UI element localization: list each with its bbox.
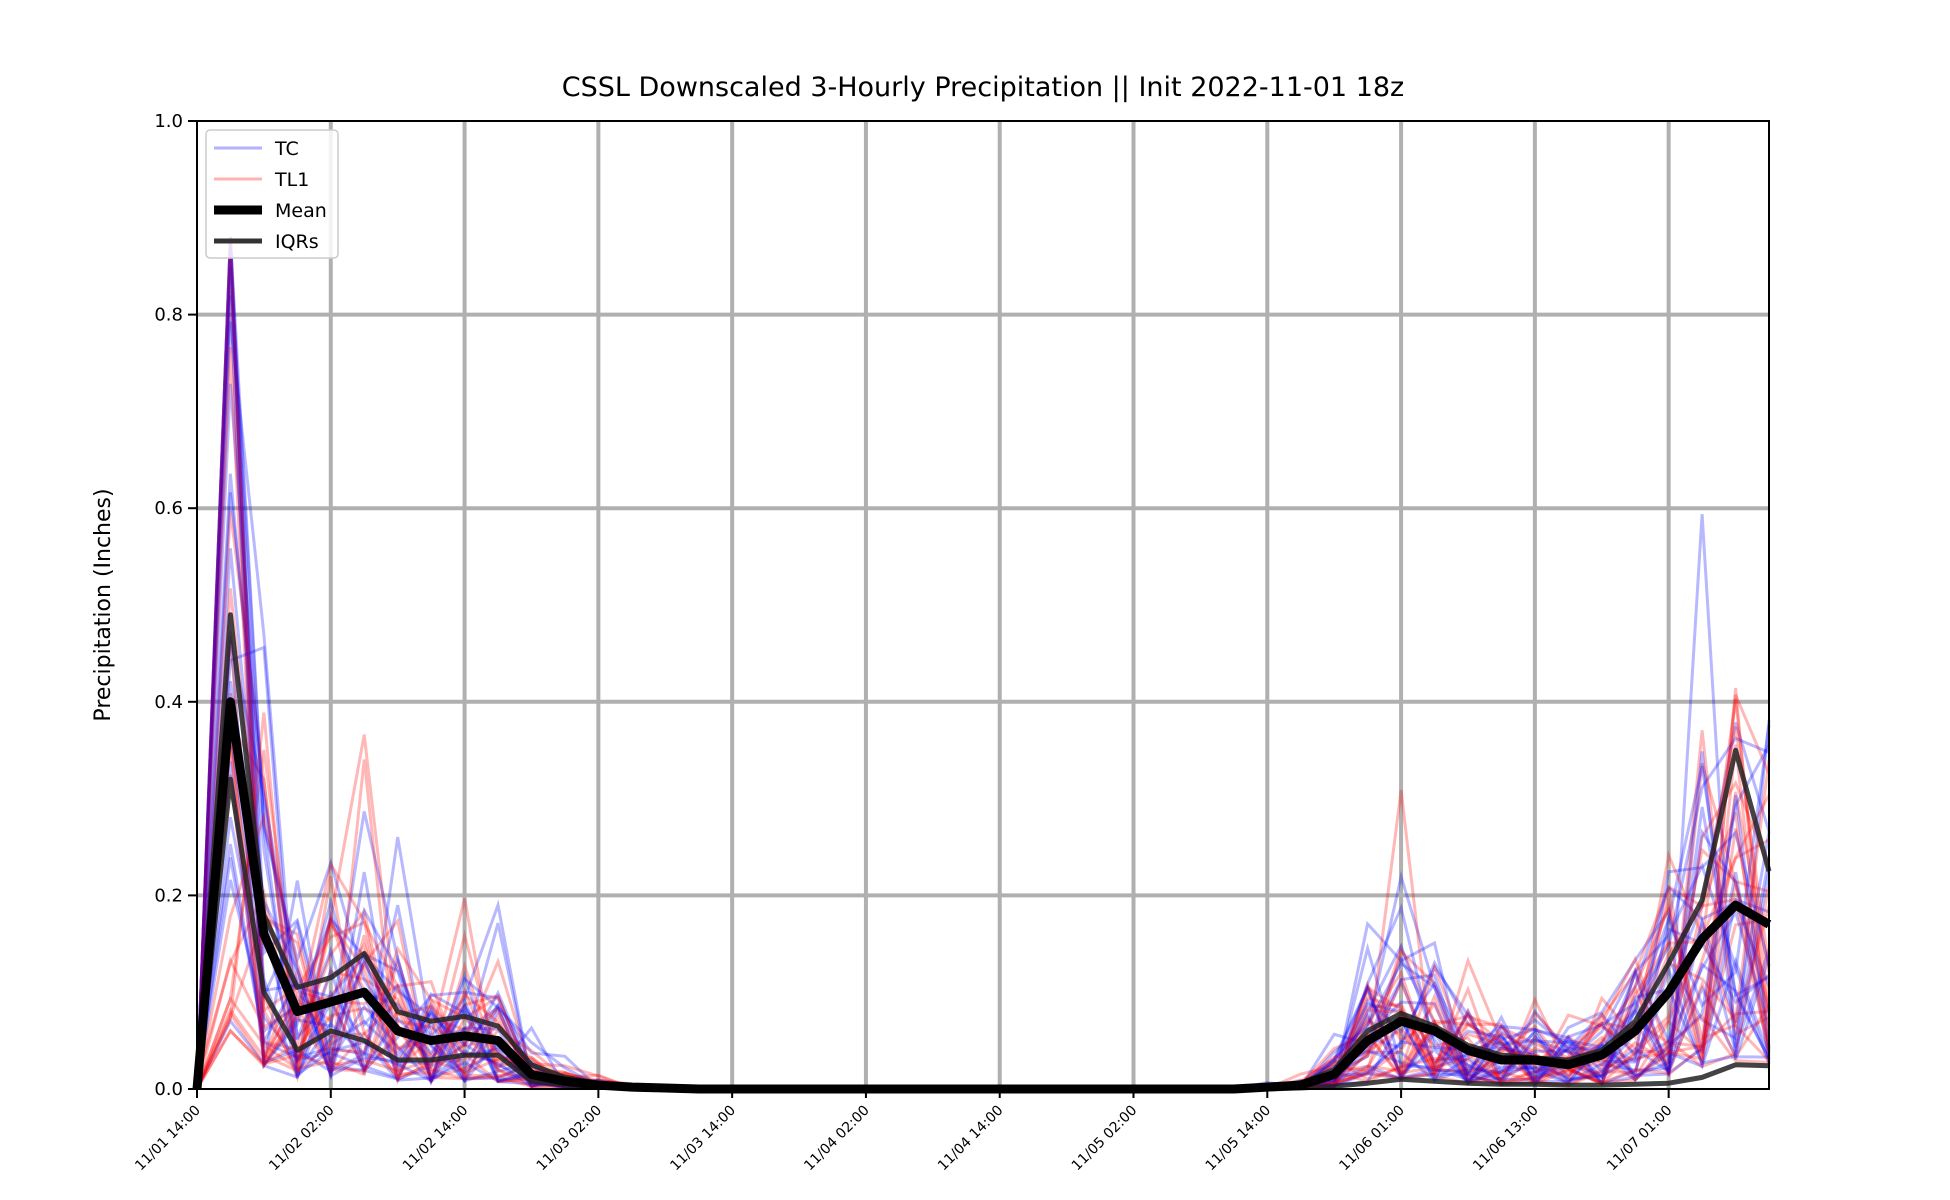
y-tick-label: 0.8 xyxy=(154,305,183,326)
legend: TC TL1 Mean IQRs xyxy=(205,129,339,259)
legend-box xyxy=(205,129,339,259)
legend-label-tc: TC xyxy=(274,138,299,160)
y-axis-label: Precipitation (Inches) xyxy=(91,488,116,721)
legend-label-mean: Mean xyxy=(275,200,327,222)
legend-label-tl1: TL1 xyxy=(274,169,309,191)
y-axis-ticks: 0.0 0.2 0.4 0.6 0.8 1.0 xyxy=(154,111,197,1100)
y-tick-label: 0.0 xyxy=(154,1079,183,1100)
grid-lines xyxy=(197,121,1769,1089)
y-tick-label: 0.6 xyxy=(154,498,183,519)
y-tick-label: 1.0 xyxy=(154,111,183,132)
chart-title: CSSL Downscaled 3-Hourly Precipitation |… xyxy=(562,72,1404,103)
y-tick-label: 0.4 xyxy=(154,692,183,713)
legend-label-iqrs: IQRs xyxy=(275,231,319,253)
y-tick-label: 0.2 xyxy=(154,885,183,906)
plot-frame xyxy=(196,120,1770,1090)
